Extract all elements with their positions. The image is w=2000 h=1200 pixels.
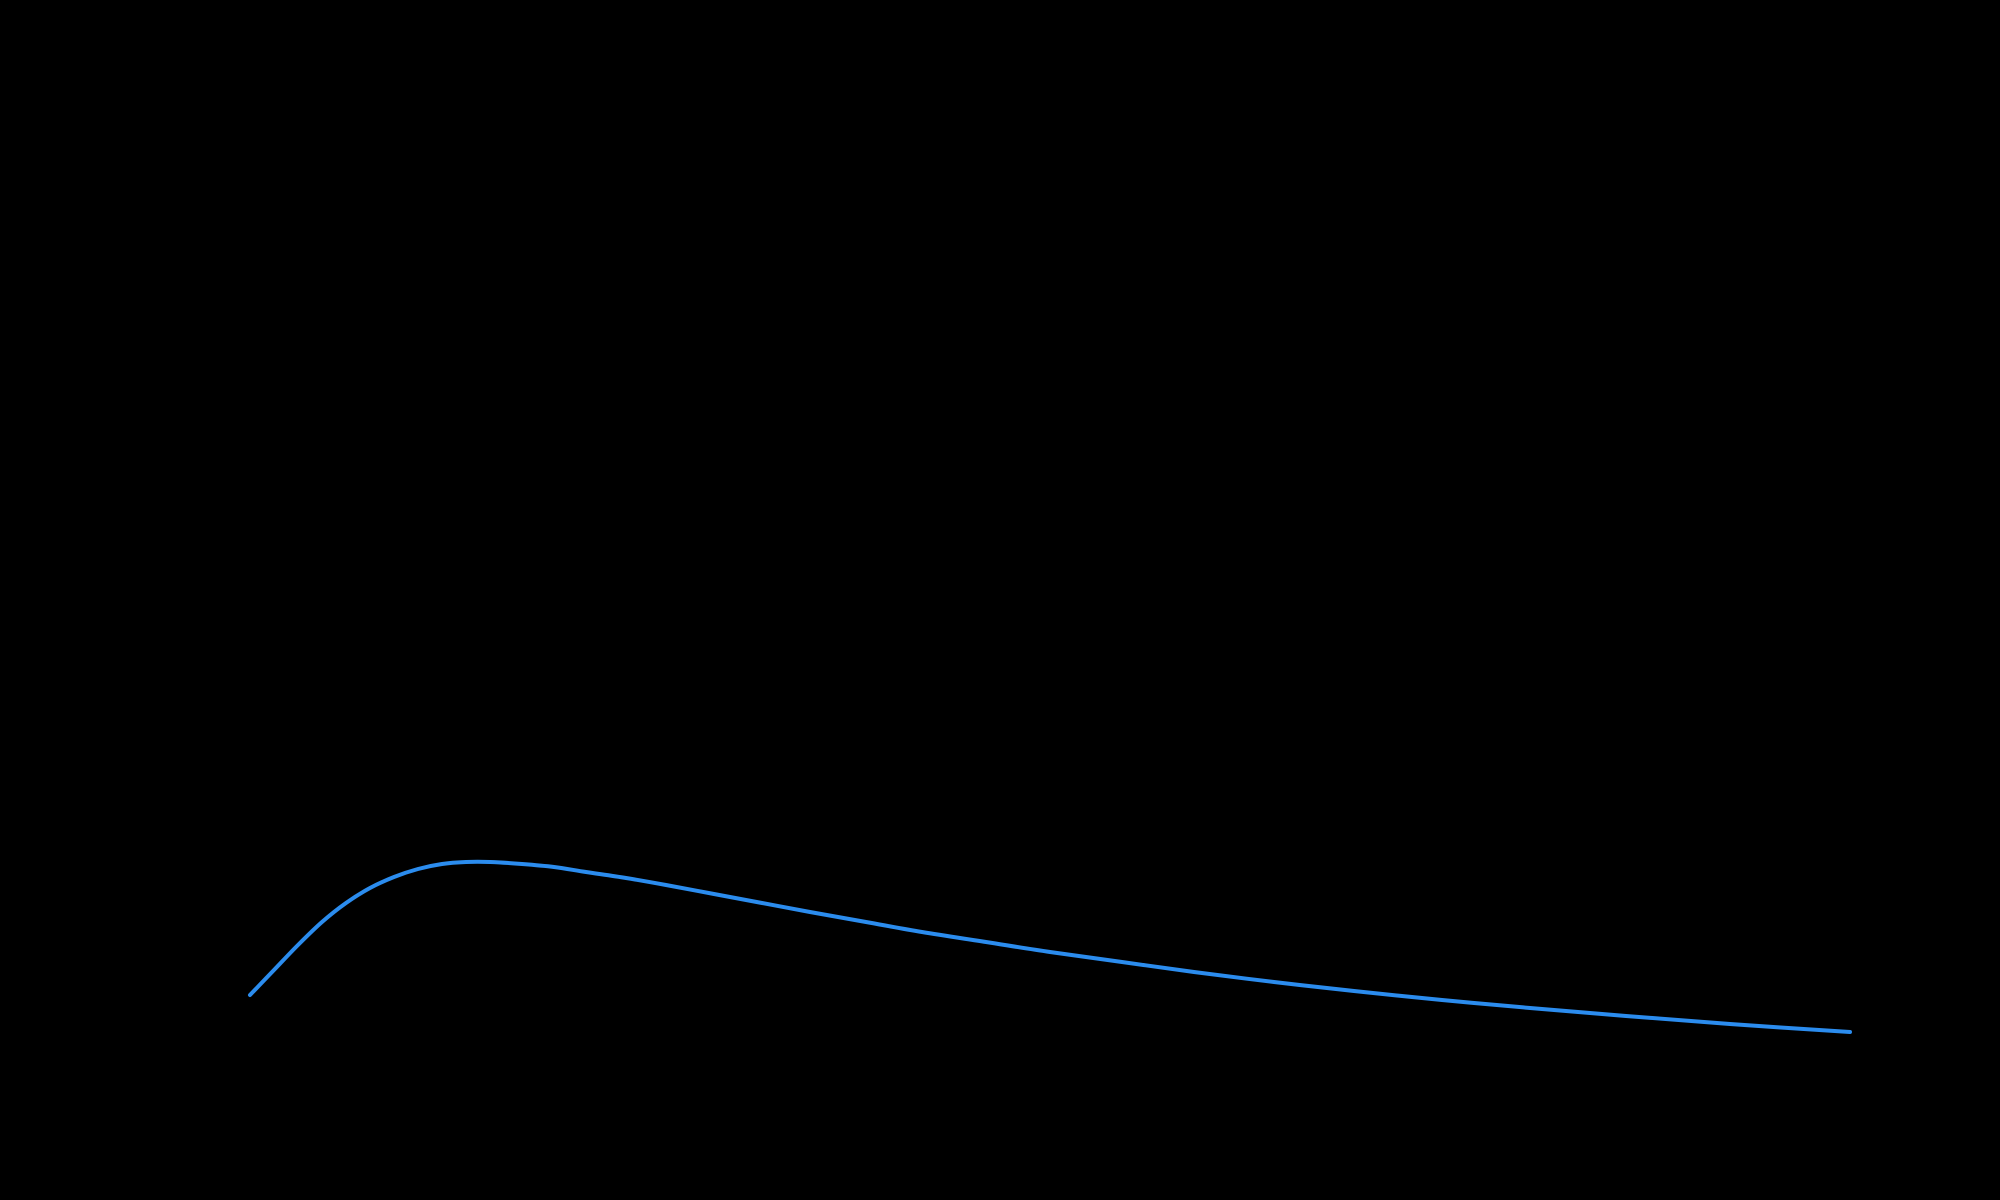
line-chart [0, 0, 2000, 1200]
chart-container [0, 0, 2000, 1200]
series-curve-1 [250, 862, 1850, 1032]
